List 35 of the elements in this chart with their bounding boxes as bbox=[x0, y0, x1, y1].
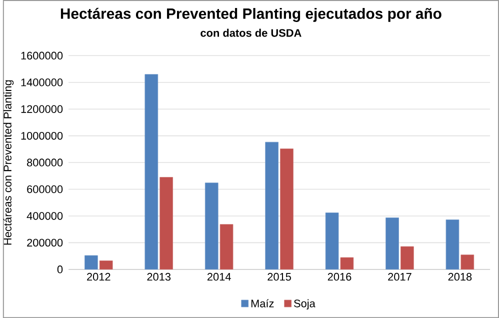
bar bbox=[340, 257, 354, 270]
x-tick-label: 2017 bbox=[388, 272, 412, 281]
y-tick-label: 200000 bbox=[27, 238, 63, 247]
x-tick-label: 2016 bbox=[328, 272, 352, 281]
x-tick-label: 2012 bbox=[87, 272, 110, 281]
y-tick-label: 400000 bbox=[26, 212, 63, 220]
chart-title: Hectáreas con Prevented Planting ejecutados por año bbox=[60, 8, 442, 22]
chart-subtitle: con datos de USDA bbox=[200, 28, 302, 37]
y-tick-label: 0 bbox=[57, 265, 63, 274]
bar bbox=[84, 255, 98, 270]
bar bbox=[220, 224, 234, 270]
bar bbox=[99, 260, 113, 270]
bar bbox=[460, 254, 474, 270]
bar bbox=[400, 246, 414, 270]
bar bbox=[446, 219, 460, 270]
x-tick-label: 2018 bbox=[448, 272, 472, 281]
legend-label: Soja bbox=[294, 299, 316, 310]
bar bbox=[325, 212, 339, 270]
bar bbox=[265, 142, 278, 270]
y-tick-label: 800000 bbox=[27, 158, 63, 166]
legend-label: Maíz bbox=[251, 299, 274, 308]
bar bbox=[386, 217, 399, 270]
x-tick-label: 2013 bbox=[147, 272, 171, 281]
x-tick-label: 2015 bbox=[268, 272, 291, 281]
bar bbox=[160, 176, 173, 270]
bar bbox=[280, 148, 294, 270]
y-tick-label: 1000000 bbox=[21, 132, 63, 140]
y-tick-label: 1600000 bbox=[21, 52, 63, 60]
bar bbox=[144, 74, 158, 270]
y-tick-label: 1200000 bbox=[21, 105, 63, 113]
y-axis-title: Hectáreas con Prevented Planting bbox=[3, 80, 14, 245]
y-tick-label: 1400000 bbox=[21, 78, 63, 86]
y-tick-label: 600000 bbox=[27, 185, 63, 194]
bar bbox=[204, 182, 218, 270]
x-tick-label: 2014 bbox=[207, 272, 231, 281]
